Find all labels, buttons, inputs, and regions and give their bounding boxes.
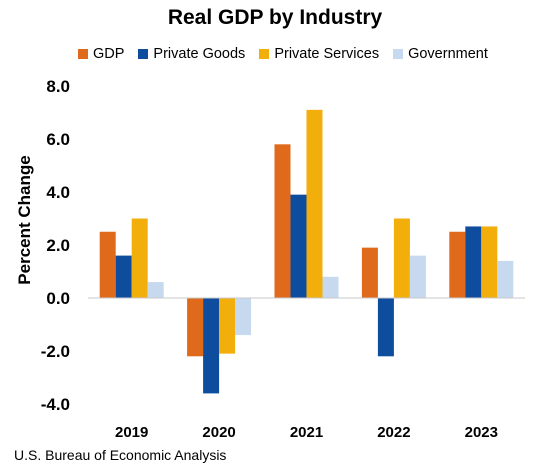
bar-gdp-2020 (187, 298, 204, 357)
legend-item-private-goods: Private Goods (138, 46, 245, 62)
x-tick-label-2019: 2019 (115, 424, 148, 441)
bar-private-services-2023 (481, 226, 498, 298)
y-tick-label: 0.0 (46, 289, 70, 308)
bar-government-2019 (147, 282, 164, 298)
y-tick-label: 4.0 (46, 183, 70, 202)
chart-title: Real GDP by Industry (167, 6, 383, 29)
bar-private-goods-2020 (203, 298, 220, 394)
legend-label-private-services: Private Services (274, 46, 380, 62)
legend-item-private-services: Private Services (259, 46, 379, 62)
bar-gdp-2021 (274, 144, 291, 298)
x-tick-label-2021: 2021 (290, 424, 323, 441)
y-tick-label: 8.0 (46, 77, 70, 96)
bar-private-services-2019 (131, 218, 148, 298)
legend-label-gdp: GDP (93, 46, 125, 62)
x-tick-label-2023: 2023 (465, 424, 498, 441)
legend-label-private-goods: Private Goods (153, 46, 246, 62)
legend-swatch-private-services (259, 49, 270, 59)
legend-item-gdp: GDP (78, 46, 124, 62)
legend-swatch-government (393, 49, 404, 59)
y-tick-label: -4.0 (41, 395, 70, 414)
legend-swatch-private-goods (138, 49, 149, 59)
legend: GDP Private Goods Private Services Gover… (78, 46, 502, 62)
bar-gdp-2023 (449, 231, 466, 298)
bar-gdp-2019 (99, 231, 116, 298)
source-note: U.S. Bureau of Economic Analysis (14, 447, 227, 463)
bar-private-goods-2023 (465, 226, 482, 298)
bar-private-services-2021 (306, 109, 323, 298)
x-tick-label-2022: 2022 (377, 424, 410, 441)
y-tick-label: -2.0 (41, 342, 70, 361)
legend-label-government: Government (408, 46, 488, 62)
bar-government-2020 (235, 298, 252, 336)
y-tick-label: 2.0 (46, 236, 70, 255)
bar-private-goods-2022 (377, 298, 394, 357)
y-tick-label: 6.0 (46, 130, 70, 149)
legend-item-government: Government (393, 46, 488, 62)
bar-government-2023 (497, 260, 514, 298)
bar-private-goods-2019 (115, 255, 132, 298)
bar-private-goods-2021 (290, 194, 307, 298)
legend-swatch-gdp (78, 49, 88, 59)
bar-government-2021 (322, 276, 339, 298)
y-axis-title: Percent Change (15, 155, 34, 284)
bar-private-services-2020 (219, 298, 236, 354)
bar-gdp-2022 (361, 247, 378, 298)
bar-government-2022 (409, 255, 426, 298)
x-tick-label-2020: 2020 (202, 424, 235, 441)
bar-private-services-2022 (393, 218, 410, 298)
